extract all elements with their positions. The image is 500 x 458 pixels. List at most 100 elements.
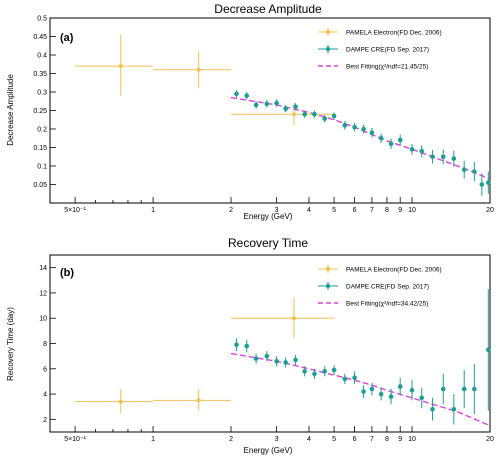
best-fit-line: [230, 352, 491, 427]
dampe-point: [409, 387, 415, 393]
y-tick-label: 0.05: [33, 182, 47, 189]
legend-swatch: [325, 46, 331, 52]
dampe-point: [342, 376, 348, 382]
dampe-point: [388, 141, 394, 147]
legend-swatch: [325, 283, 331, 289]
dampe-point: [472, 169, 477, 174]
y-tick-label: 12: [39, 290, 47, 297]
dampe-point: [352, 375, 357, 380]
dampe-point: [369, 130, 375, 135]
x-tick-label: 7: [370, 207, 374, 214]
x-tick-label: 1: [151, 207, 155, 214]
pamela-point: [291, 316, 296, 321]
dampe-point: [264, 101, 270, 107]
legend-label: PAMELA Electron(FD Dec. 2006): [346, 267, 442, 274]
dampe-point: [274, 358, 279, 364]
x-tick-label: 5×10⁻¹: [64, 436, 86, 443]
dampe-point: [440, 386, 446, 392]
dampe-point: [302, 111, 307, 117]
dampe-point: [331, 367, 337, 373]
x-tick-label: 9: [398, 436, 402, 443]
x-tick-label: 1: [151, 436, 155, 443]
legend-label: DAMPE CRE(FD Sep. 2017): [346, 47, 429, 54]
dampe-point: [264, 353, 270, 359]
y-tick-label: 0.25: [33, 108, 47, 115]
dampe-point: [312, 371, 317, 377]
pamela-point: [196, 398, 201, 403]
dampe-point: [461, 386, 467, 392]
dampe-point: [378, 135, 384, 141]
pamela-point: [291, 112, 296, 117]
dampe-point: [253, 102, 259, 108]
dampe-point: [361, 389, 366, 394]
x-axis-label: Energy (GeV): [244, 446, 293, 455]
dampe-point: [419, 395, 425, 401]
dampe-point: [244, 93, 250, 98]
dampe-point: [479, 182, 485, 187]
y-tick-label: 0.5: [37, 16, 47, 23]
x-tick-label: 20: [486, 207, 494, 214]
dampe-point: [451, 156, 457, 161]
y-tick-label: 0.1: [37, 164, 47, 171]
x-tick-label: 20: [486, 436, 494, 443]
panel-recovery-time: Recovery Time (b) Energy (GeV) Recovery …: [6, 236, 494, 455]
dampe-point: [283, 106, 288, 111]
dampe-point: [419, 148, 425, 154]
panel-label: (a): [60, 32, 74, 44]
pamela-point: [118, 399, 123, 404]
y-tick-label: 0.35: [33, 71, 47, 78]
x-axis-label: Energy (GeV): [244, 212, 293, 221]
dampe-point: [430, 406, 435, 412]
x-tick-label: 5×10⁻¹: [64, 207, 86, 214]
dampe-point: [331, 113, 337, 119]
dampe-point: [409, 147, 415, 152]
y-axis-label: Decrease Amplitude: [6, 74, 15, 146]
y-tick-label: 8: [43, 341, 47, 348]
dampe-point: [352, 124, 357, 130]
dampe-point: [461, 167, 467, 172]
legend-swatch: [325, 266, 331, 272]
y-tick-label: 14: [39, 265, 47, 272]
dampe-point: [378, 391, 384, 397]
x-tick-label: 5: [332, 207, 336, 214]
x-tick-label: 6: [353, 436, 357, 443]
dampe-point: [293, 104, 298, 110]
legend-label: Best Fitting(χ²/ndf=21.45/25): [346, 64, 428, 71]
dampe-point: [472, 386, 477, 392]
y-tick-label: 0.4: [37, 53, 47, 60]
y-tick-label: 0.45: [33, 34, 47, 41]
dampe-point: [283, 360, 288, 365]
dampe-point: [322, 116, 327, 121]
x-tick-label: 8: [385, 436, 389, 443]
plot-frame: [49, 254, 491, 433]
x-tick-label: 4: [307, 436, 311, 443]
dampe-point: [302, 369, 307, 374]
dampe-point: [342, 123, 348, 128]
x-tick-label: 5: [332, 436, 336, 443]
x-tick-label: 3: [275, 436, 279, 443]
x-tick-label: 2: [229, 436, 233, 443]
y-axis-label: Recovery Time (day): [6, 307, 15, 381]
dampe-point: [440, 154, 446, 160]
dampe-point: [312, 111, 317, 117]
dampe-point: [244, 343, 250, 349]
dampe-point: [274, 100, 279, 106]
dampe-point: [369, 386, 375, 392]
y-tick-label: 2: [43, 417, 47, 424]
dampe-point: [486, 180, 491, 185]
dampe-point: [293, 357, 298, 363]
dampe-point: [361, 126, 366, 132]
legend-swatch: [325, 29, 331, 35]
panel-label: (b): [60, 267, 74, 279]
x-tick-label: 7: [370, 436, 374, 443]
x-tick-label: 4: [307, 207, 311, 214]
dampe-point: [234, 91, 239, 97]
y-tick-label: 6: [43, 366, 47, 373]
pamela-point: [196, 67, 201, 72]
y-tick-label: 0.15: [33, 145, 47, 152]
y-tick-label: 0.2: [37, 127, 47, 134]
dampe-point: [486, 347, 491, 353]
dampe-point: [397, 384, 403, 389]
pamela-point: [118, 64, 123, 69]
